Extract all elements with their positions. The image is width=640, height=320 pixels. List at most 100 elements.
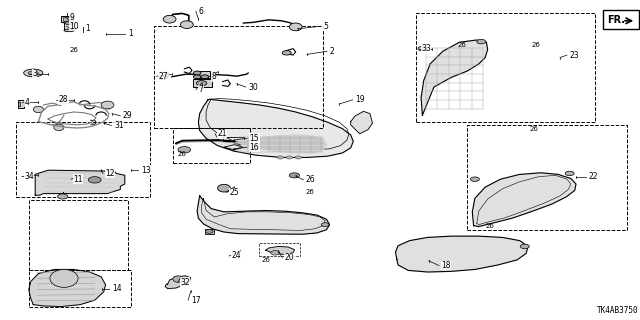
Text: 15: 15 [250, 134, 259, 143]
Polygon shape [165, 276, 191, 289]
Polygon shape [198, 99, 353, 157]
Ellipse shape [50, 269, 78, 287]
Text: 26: 26 [178, 151, 187, 157]
Polygon shape [266, 246, 294, 254]
Text: 30: 30 [248, 83, 258, 92]
Text: 2: 2 [330, 47, 334, 56]
Bar [29, 200, 128, 270]
Text: FR.: FR. [607, 15, 625, 25]
Ellipse shape [218, 184, 230, 192]
Text: TK4AB3750: TK4AB3750 [597, 306, 639, 315]
Ellipse shape [193, 71, 201, 75]
Ellipse shape [64, 22, 74, 24]
Bar [221, 186, 227, 189]
Text: 1: 1 [85, 24, 90, 33]
Ellipse shape [88, 177, 101, 183]
Text: 26: 26 [458, 43, 467, 48]
Ellipse shape [178, 147, 191, 153]
Text: 17: 17 [191, 296, 200, 305]
Ellipse shape [24, 69, 43, 77]
Ellipse shape [321, 223, 329, 227]
Text: 1: 1 [128, 29, 132, 38]
Ellipse shape [282, 51, 291, 55]
Text: 31: 31 [114, 121, 124, 130]
Bar [195, 71, 210, 78]
Bar [61, 16, 73, 22]
Text: 26: 26 [261, 257, 270, 263]
Polygon shape [421, 40, 488, 115]
Ellipse shape [159, 75, 168, 80]
Ellipse shape [277, 156, 284, 159]
Bar [193, 79, 212, 87]
Ellipse shape [33, 106, 44, 113]
Text: 32: 32 [180, 278, 190, 287]
Text: 10: 10 [69, 22, 79, 31]
Ellipse shape [101, 101, 114, 109]
Text: 26: 26 [530, 126, 539, 132]
Text: 24: 24 [232, 252, 241, 260]
Ellipse shape [180, 21, 193, 28]
Text: 33: 33 [421, 44, 431, 53]
Bar [416, 13, 595, 122]
Ellipse shape [271, 251, 280, 255]
Text: 14: 14 [112, 284, 122, 293]
Text: 3: 3 [32, 69, 37, 78]
Text: 6: 6 [198, 7, 204, 16]
Ellipse shape [58, 194, 68, 199]
Bar [154, 26, 323, 128]
Polygon shape [197, 196, 330, 234]
Ellipse shape [286, 156, 292, 159]
Text: 26: 26 [306, 175, 316, 184]
Polygon shape [472, 173, 576, 227]
Ellipse shape [520, 244, 529, 249]
Text: 16: 16 [250, 143, 259, 152]
Text: 8: 8 [211, 72, 216, 81]
Bar [259, 243, 300, 256]
Text: 19: 19 [355, 95, 365, 104]
Ellipse shape [289, 23, 302, 31]
Text: 5: 5 [323, 22, 328, 31]
Ellipse shape [565, 171, 574, 176]
Bar [18, 100, 24, 108]
Polygon shape [236, 135, 326, 153]
Ellipse shape [54, 124, 64, 131]
Ellipse shape [477, 39, 486, 44]
Bar [16, 122, 150, 197]
Text: 26: 26 [306, 189, 315, 195]
Text: 26: 26 [531, 43, 540, 48]
Text: 26: 26 [69, 47, 78, 52]
Text: 21: 21 [218, 129, 227, 138]
Ellipse shape [163, 15, 176, 23]
Text: 13: 13 [141, 166, 150, 175]
Text: 23: 23 [570, 51, 579, 60]
Bar [18, 102, 20, 106]
Text: 29: 29 [123, 111, 132, 120]
Bar [64, 23, 74, 30]
Text: 4: 4 [24, 98, 29, 107]
Text: 25: 25 [229, 188, 239, 197]
Ellipse shape [295, 156, 301, 159]
Text: 7: 7 [198, 85, 204, 94]
Ellipse shape [470, 177, 479, 181]
Polygon shape [29, 269, 106, 307]
Bar [63, 17, 71, 21]
Text: 20: 20 [285, 253, 294, 262]
Text: 18: 18 [442, 261, 451, 270]
Ellipse shape [289, 173, 300, 178]
Text: 9: 9 [69, 13, 74, 22]
Text: 26: 26 [485, 223, 494, 228]
Text: 34: 34 [24, 172, 34, 181]
Text: 11: 11 [74, 175, 83, 184]
Text: 12: 12 [106, 169, 115, 178]
Polygon shape [223, 137, 244, 141]
Ellipse shape [196, 81, 207, 86]
Polygon shape [351, 111, 372, 134]
Ellipse shape [64, 29, 74, 32]
Ellipse shape [193, 75, 201, 79]
Bar [29, 270, 131, 307]
Bar [603, 10, 639, 29]
Ellipse shape [418, 46, 427, 51]
Polygon shape [35, 170, 125, 195]
Text: 27: 27 [159, 72, 168, 81]
Ellipse shape [28, 71, 38, 75]
